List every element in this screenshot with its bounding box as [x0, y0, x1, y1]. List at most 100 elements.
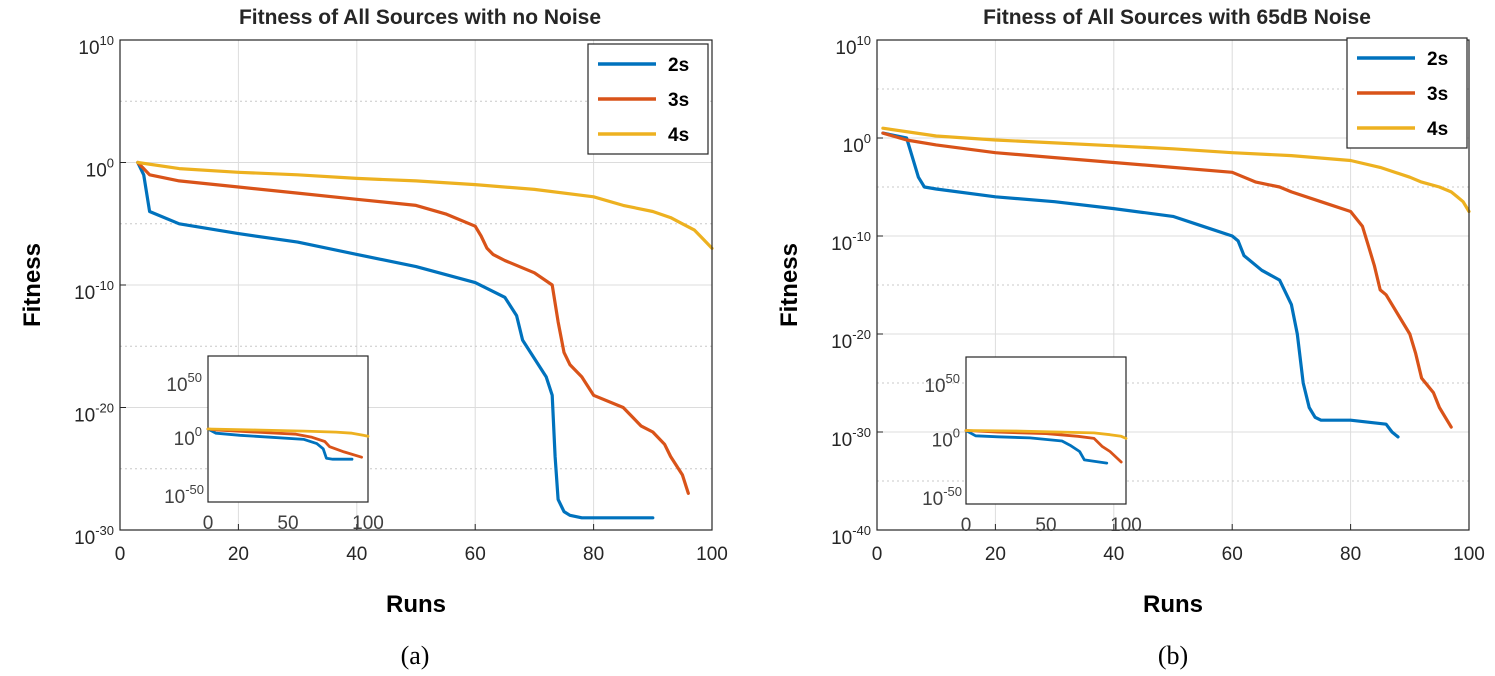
- x-tick-label: 0: [872, 544, 883, 565]
- inset-x-tick-label: 0: [203, 513, 214, 534]
- series-line-3s: [881, 131, 1453, 429]
- y-tick-label-base: 10: [831, 332, 852, 353]
- y-tick-label-exp: -40: [852, 523, 871, 538]
- inset-series-line-2s: [964, 429, 1109, 465]
- y-tick-label-base: 10: [86, 161, 107, 182]
- inset-y-tick-label: 1050: [166, 370, 202, 396]
- x-tick-label: 40: [346, 544, 367, 565]
- inset-y-tick-label: 1050: [924, 371, 960, 397]
- legend-label-2s: 2s: [1427, 49, 1448, 70]
- y-tick-label: 10-30: [831, 425, 871, 451]
- x-tick-label: 0: [115, 544, 126, 565]
- inset-series-line-4s: [964, 429, 1128, 440]
- inset-x-tick-label: 50: [277, 513, 298, 534]
- legend-label-2s: 2s: [668, 55, 689, 76]
- inset-y-tick-label-exp: 50: [946, 371, 960, 386]
- y-tick-label-exp: 0: [864, 131, 871, 146]
- legend-label-4s: 4s: [1427, 119, 1448, 140]
- y-tick-label-base: 10: [831, 528, 852, 549]
- series-line-3s: [136, 160, 690, 495]
- y-tick-label-exp: -10: [95, 278, 114, 293]
- series-line-2s: [136, 160, 655, 520]
- inset-series-line-2s: [206, 427, 354, 461]
- x-tick-label: 60: [465, 544, 486, 565]
- series-line-2s: [881, 131, 1400, 439]
- y-tick-label: 1010: [835, 33, 871, 59]
- inset-x-tick-label: 100: [352, 513, 384, 534]
- panel-caption: (a): [401, 641, 430, 670]
- panel-caption: (b): [1158, 641, 1188, 670]
- x-tick-label: 20: [985, 544, 1006, 565]
- y-tick-label-base: 10: [74, 283, 95, 304]
- legend: 2s 3s 4s: [587, 43, 709, 155]
- x-axis-label: Runs: [1143, 591, 1203, 618]
- chart-panel-b: 0 20 40 60 80 10010-4010-3010-2010-101001010F…: [776, 6, 1485, 670]
- y-tick-label: 100: [86, 156, 114, 182]
- y-tick-label-base: 10: [843, 136, 864, 157]
- inset-x-tick-label: 100: [1110, 515, 1142, 536]
- y-tick-label-exp: 0: [107, 156, 114, 171]
- chart-title: Fitness of All Sources with no Noise: [239, 6, 601, 29]
- x-tick-label: 80: [583, 544, 604, 565]
- y-tick-label-base: 10: [74, 528, 95, 549]
- inset-x-tick-label: 50: [1035, 515, 1056, 536]
- y-axis-label: Fitness: [776, 243, 803, 327]
- y-tick-label-base: 10: [835, 38, 856, 59]
- x-tick-label: 60: [1222, 544, 1243, 565]
- y-tick-label-exp: -20: [852, 327, 871, 342]
- inset-y-tick-label-exp: 0: [195, 424, 202, 439]
- inset-y-tick-label-base: 10: [164, 487, 185, 508]
- y-tick-label-exp: 10: [857, 33, 871, 48]
- inset-y-tick-label-base: 10: [924, 376, 945, 397]
- legend: 2s 3s 4s: [1346, 37, 1468, 149]
- y-tick-label: 10-40: [831, 523, 871, 549]
- inset-y-tick-label-exp: 50: [188, 370, 202, 385]
- x-tick-label: 20: [228, 544, 249, 565]
- inset-y-tick-label-base: 10: [166, 375, 187, 396]
- y-tick-label: 10-20: [831, 327, 871, 353]
- y-tick-label: 1010: [78, 33, 114, 59]
- series-line-4s: [136, 160, 714, 250]
- x-tick-label: 100: [1453, 544, 1485, 565]
- legend-label-3s: 3s: [668, 90, 689, 111]
- y-tick-label: 10-20: [74, 401, 114, 427]
- inset-y-tick-label: 100: [174, 424, 202, 450]
- inset-y-tick-label-exp: -50: [943, 484, 962, 499]
- inset-y-tick-label: 10-50: [922, 484, 962, 510]
- x-tick-label: 80: [1340, 544, 1361, 565]
- series-line-4s: [881, 126, 1471, 214]
- y-tick-label-exp: 10: [100, 33, 114, 48]
- inset-y-tick-label-exp: -50: [185, 482, 204, 497]
- inset-x-tick-label: 0: [961, 515, 972, 536]
- chart-panel-a: 0 20 40 60 80 10010-3010-2010-101001010Fitnes…: [19, 6, 728, 670]
- y-tick-label: 100: [843, 131, 871, 157]
- legend-label-3s: 3s: [1427, 84, 1448, 105]
- y-axis-label: Fitness: [19, 243, 46, 327]
- y-tick-label-base: 10: [831, 430, 852, 451]
- y-tick-label-base: 10: [74, 406, 95, 427]
- y-tick-label-exp: -30: [95, 523, 114, 538]
- y-tick-label: 10-10: [74, 278, 114, 304]
- y-tick-label-base: 10: [831, 234, 852, 255]
- inset-y-tick-label-base: 10: [174, 429, 195, 450]
- inset-series-line-4s: [206, 427, 370, 438]
- y-tick-label: 10-10: [831, 229, 871, 255]
- x-tick-label: 40: [1103, 544, 1124, 565]
- inset-series-line-3s: [964, 429, 1123, 464]
- y-tick-label-exp: -30: [852, 425, 871, 440]
- x-tick-label: 100: [696, 544, 728, 565]
- x-axis-label: Runs: [386, 591, 446, 618]
- y-tick-label-base: 10: [78, 38, 99, 59]
- inset-y-tick-label-base: 10: [922, 489, 943, 510]
- inset-y-tick-label-base: 10: [932, 431, 953, 452]
- axes-box: [876, 39, 1470, 531]
- y-tick-label: 10-30: [74, 523, 114, 549]
- chart-title: Fitness of All Sources with 65dB Noise: [983, 6, 1371, 29]
- inset-y-tick-label: 10-50: [164, 482, 204, 508]
- legend-label-4s: 4s: [668, 125, 689, 146]
- inset-y-tick-label-exp: 0: [953, 426, 960, 441]
- y-tick-label-exp: -20: [95, 401, 114, 416]
